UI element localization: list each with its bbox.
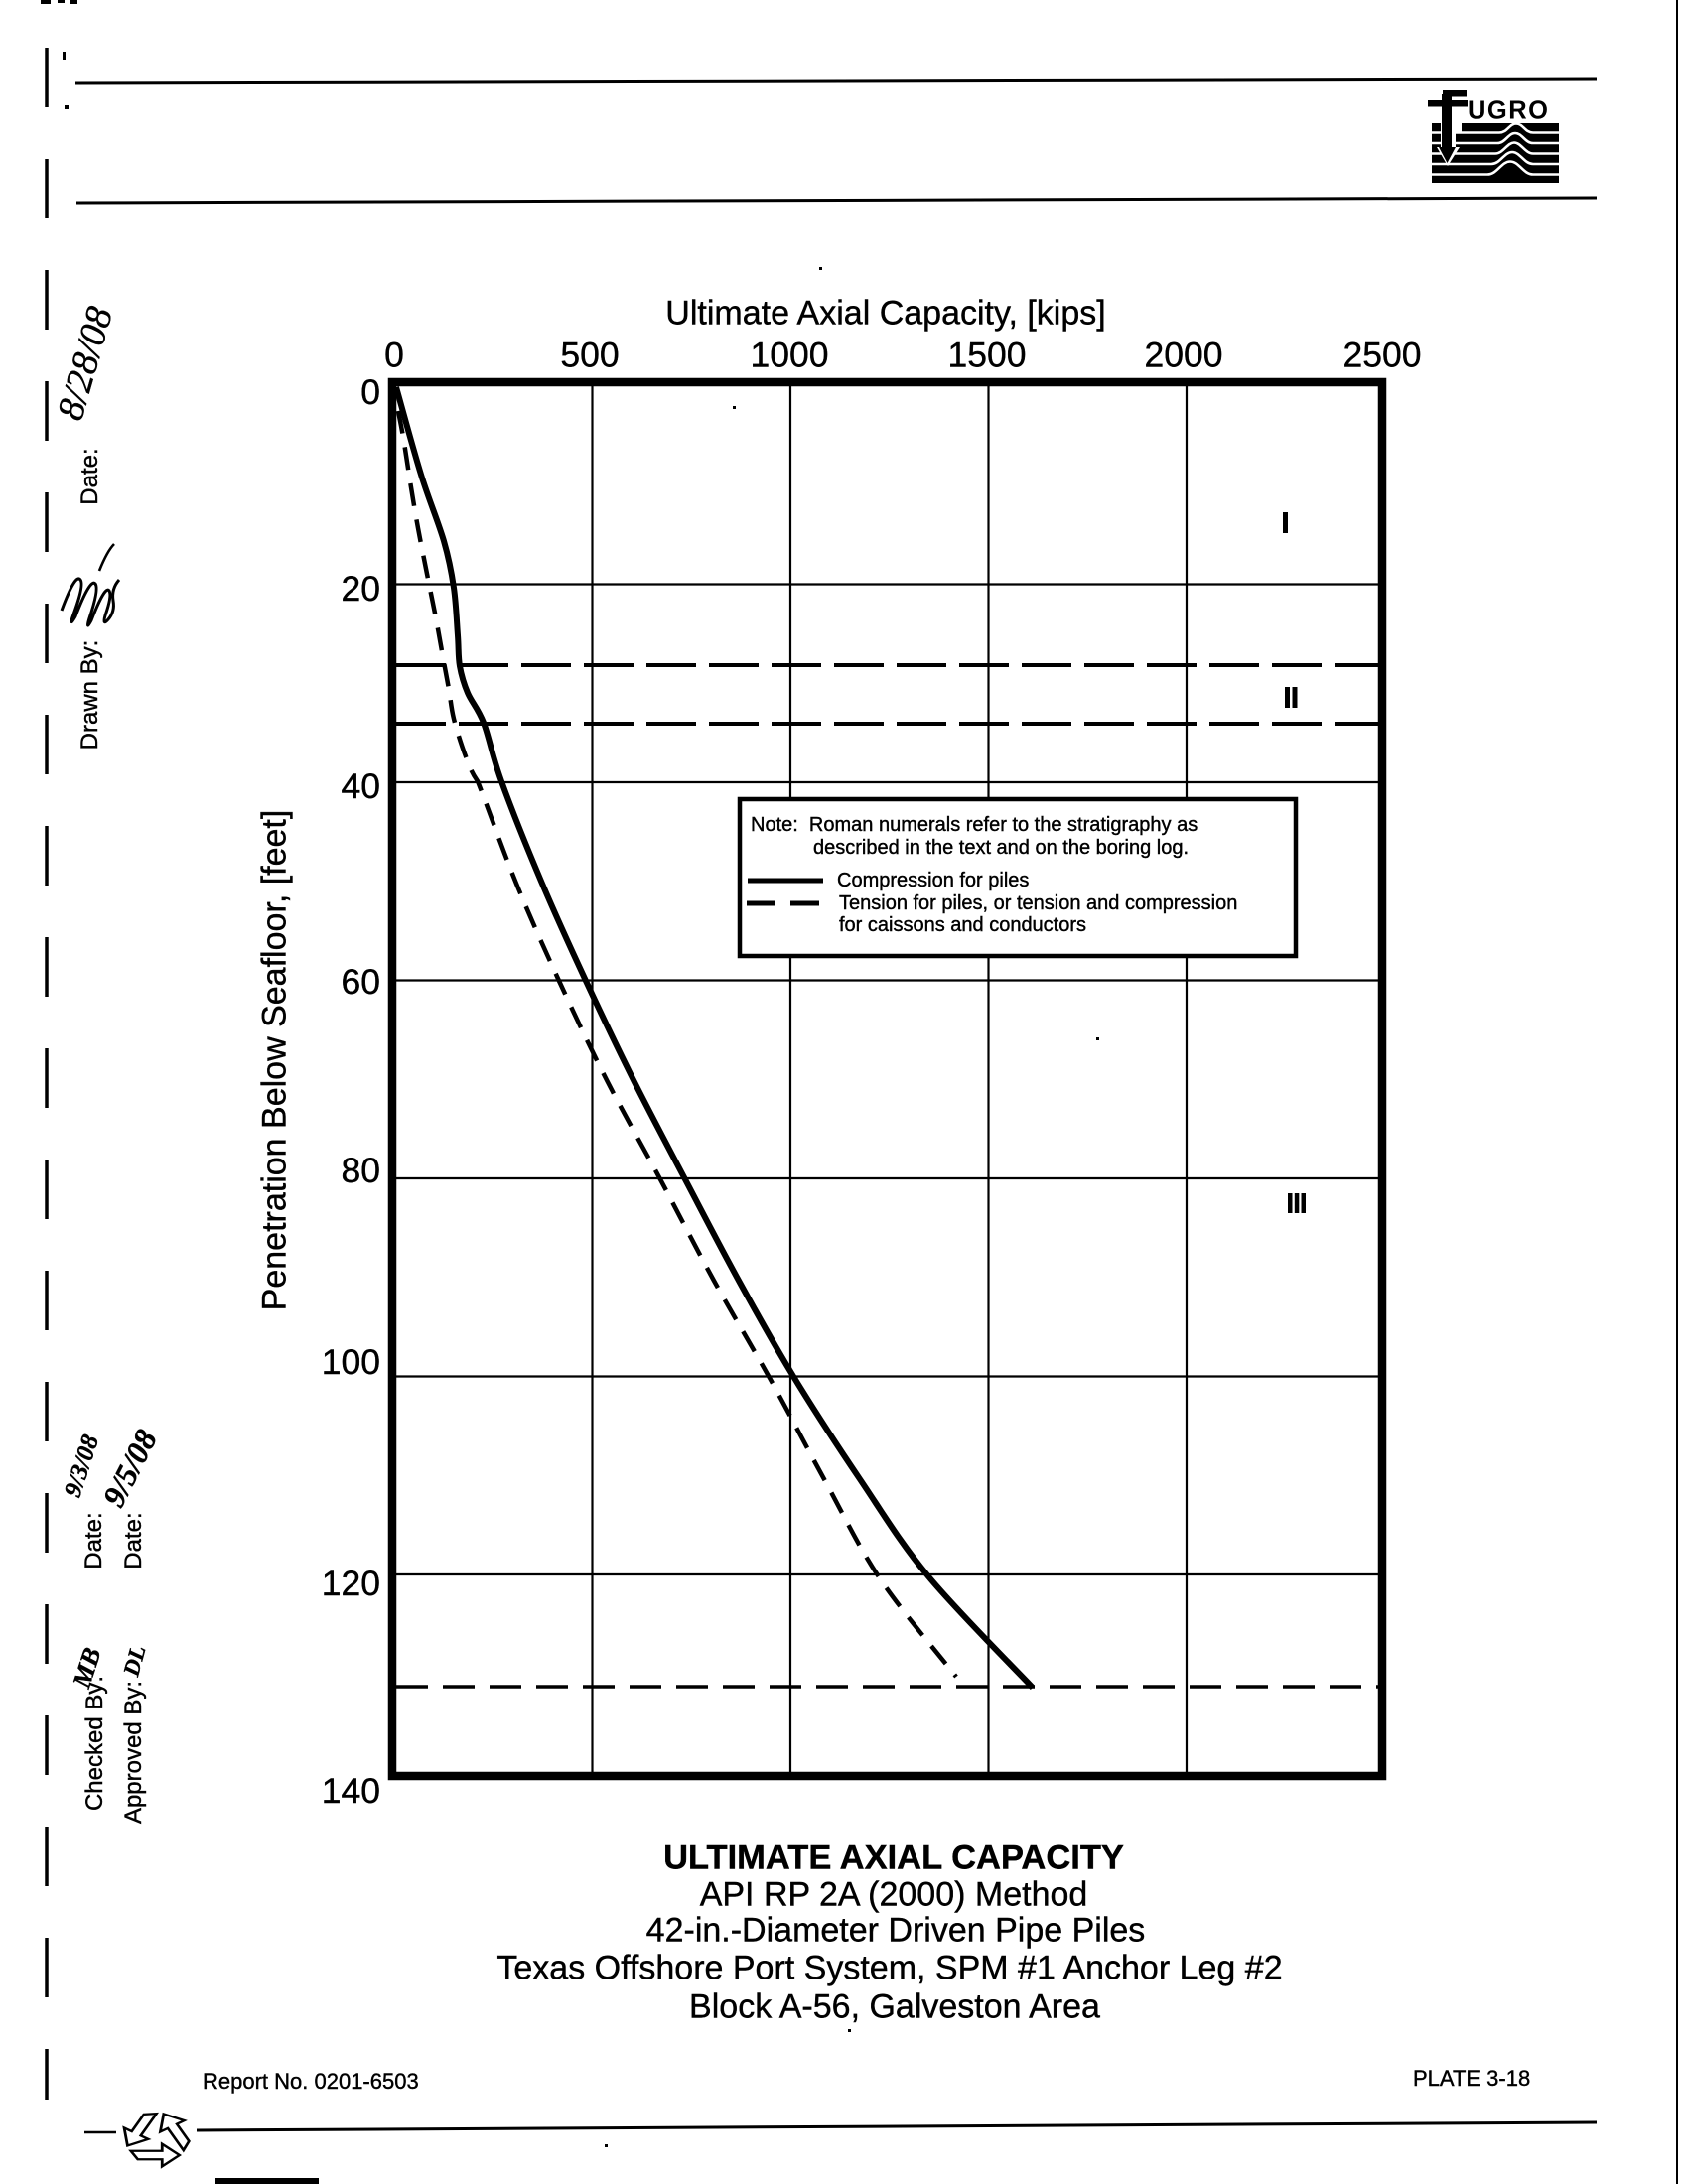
svg-text:UGRO: UGRO (1468, 97, 1550, 125)
